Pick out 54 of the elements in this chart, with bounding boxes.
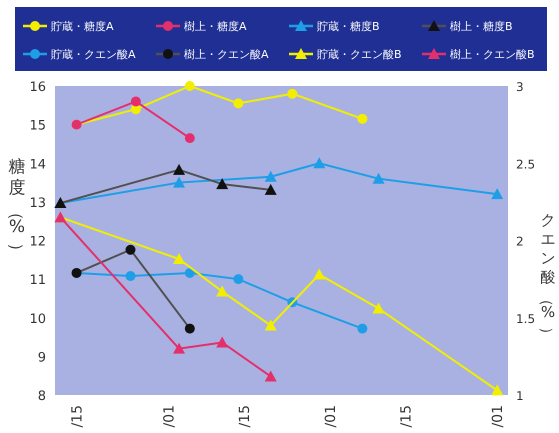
- point: [264, 170, 277, 182]
- y-tick-label: 11: [29, 273, 46, 288]
- y2-tick-label: 2: [516, 234, 524, 248]
- y2-tick-label: 3: [516, 80, 524, 94]
- y-tick-label: 12: [29, 234, 46, 250]
- point: [216, 336, 228, 348]
- legend-label: 樹上・クエン酸B: [450, 48, 535, 61]
- y-tick-label: 9: [38, 350, 46, 366]
- point: [264, 319, 277, 330]
- legend-label: 樹上・糖度A: [184, 20, 247, 33]
- point: [173, 176, 186, 188]
- point: [372, 172, 385, 184]
- point: [264, 370, 277, 382]
- point: [233, 274, 244, 284]
- y2-tick-label: 2.5: [516, 157, 536, 172]
- point: [313, 157, 326, 168]
- legend-label: 貯蔵・クエン酸B: [317, 48, 402, 61]
- point: [216, 285, 228, 296]
- y-tick-label: 8: [38, 389, 46, 404]
- y-axis-title: 糖度（%）: [6, 157, 26, 260]
- point: [287, 88, 298, 99]
- y-tick-label: 16: [29, 80, 46, 95]
- legend-label: 樹上・糖度B: [450, 20, 513, 33]
- x-tick-label: /15: [236, 405, 253, 428]
- y-tick-label: 15: [29, 118, 46, 134]
- point: [491, 188, 504, 200]
- point: [173, 342, 186, 354]
- point: [357, 114, 368, 124]
- point: [184, 133, 195, 144]
- y2-tick-label: 1.5: [516, 312, 536, 326]
- y2-axis-title: クエン酸（%）: [538, 211, 556, 342]
- x-tick-label: /15: [70, 405, 86, 428]
- legend-label: 貯蔵・糖度B: [317, 20, 380, 33]
- x-tick-label: /01: [161, 405, 178, 428]
- point: [372, 302, 385, 314]
- y2-tick-label: 1: [516, 389, 524, 403]
- x-tick-label: /15: [398, 405, 415, 428]
- point: [126, 271, 136, 282]
- y-tick-label: 13: [29, 196, 46, 211]
- point: [184, 81, 195, 91]
- point: [233, 98, 244, 108]
- point: [130, 96, 141, 106]
- point: [357, 324, 368, 334]
- point: [491, 384, 504, 396]
- point: [184, 268, 195, 278]
- point: [173, 253, 186, 264]
- legend-label: 貯蔵・クエン酸A: [51, 48, 136, 61]
- legend-label: 貯蔵・糖度A: [51, 20, 114, 33]
- y-tick-label: 14: [29, 157, 46, 172]
- x-tick-label: /01: [490, 405, 506, 428]
- x-tick-label: /01: [323, 405, 340, 428]
- legend-label: 樹上・クエン酸A: [184, 48, 269, 61]
- point: [313, 268, 326, 280]
- y-tick-label: 10: [29, 312, 46, 327]
